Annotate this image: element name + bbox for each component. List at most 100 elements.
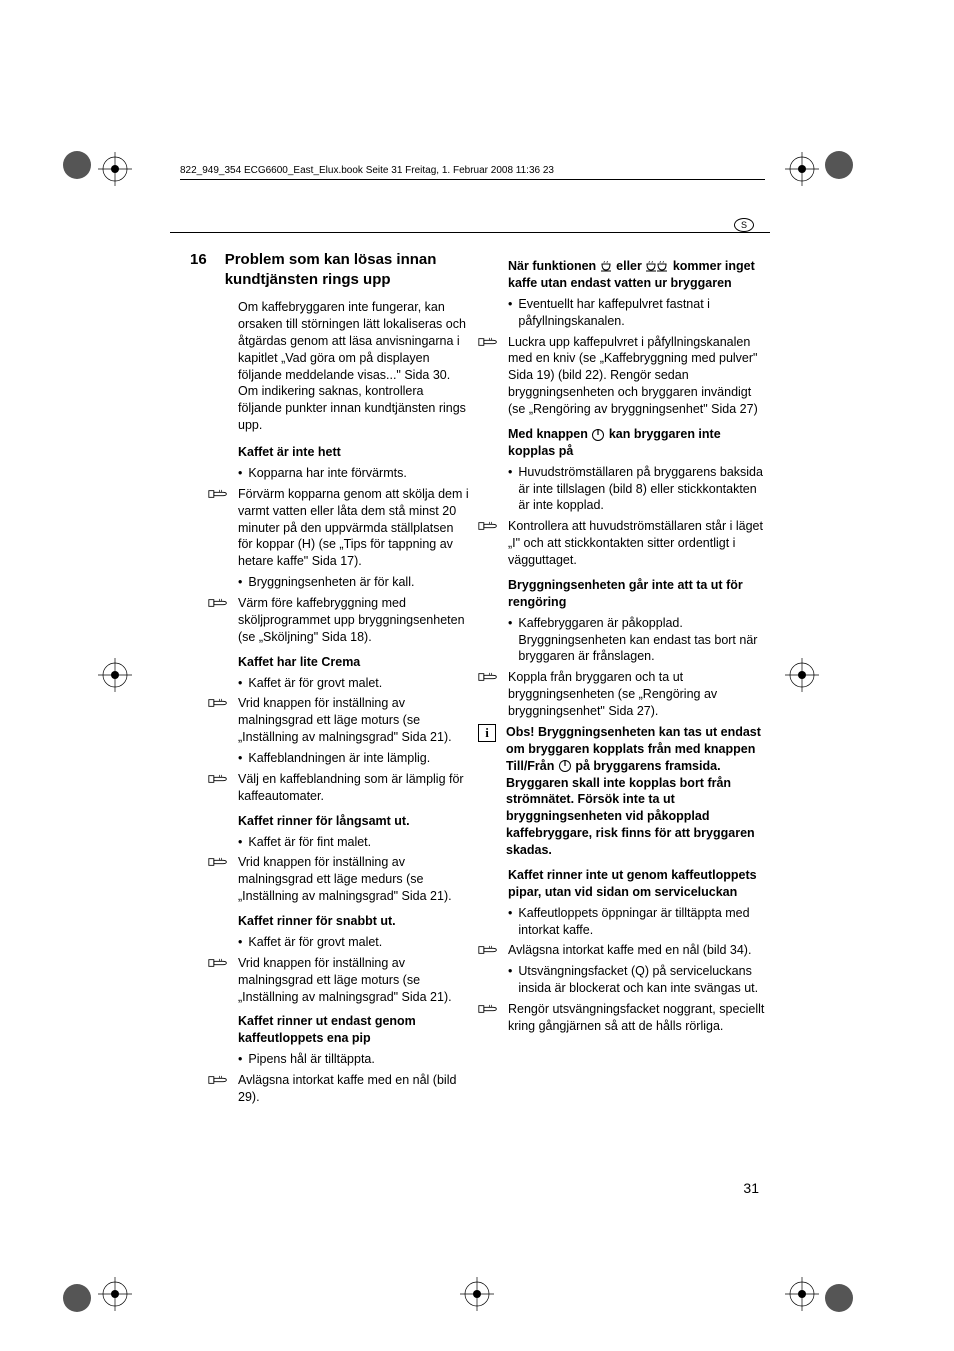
bullet-marker: • xyxy=(238,750,242,767)
bullet-text: Kaffeutloppets öppningar är tilltäppta m… xyxy=(518,905,770,939)
page-rule xyxy=(170,232,770,233)
bullet-item: • Kaffet är för grovt malet. xyxy=(238,934,470,951)
bullet-marker: • xyxy=(508,905,512,939)
regmark-br-solid xyxy=(822,1281,856,1315)
power-icon xyxy=(558,759,572,773)
pointing-hand-icon xyxy=(478,520,498,532)
subheading: Med knappen kan bryggaren inte kopplas p… xyxy=(508,426,770,460)
regmark-ml xyxy=(98,658,132,692)
bullet-text: Kaffet är för fint malet. xyxy=(248,834,371,851)
instruction-text: Välj en kaffeblandning som är lämplig fö… xyxy=(238,771,470,805)
bullet-item: •Kaffeutloppets öppningar är tilltäppta … xyxy=(508,905,770,939)
bullet-item: •Huvudströmställaren på bryggarens baksi… xyxy=(508,464,770,515)
cup-icon xyxy=(600,261,613,273)
instruction-item: Förvärm kopparna genom att skölja dem i … xyxy=(208,486,470,570)
column-right: När funktionen eller kommer inget kaffe … xyxy=(490,250,770,1110)
instruction-text: Luckra upp kaffepulvret i påfyllningskan… xyxy=(508,334,770,418)
regmark-mr xyxy=(785,658,819,692)
regmark-tl xyxy=(98,152,132,186)
bullet-text: Kaffeblandningen är inte lämplig. xyxy=(248,750,430,767)
page-number: 31 xyxy=(743,1180,759,1196)
bullet-item: •Kaffet är för grovt malet. xyxy=(238,675,470,692)
bullet-marker: • xyxy=(238,934,242,951)
bullet-marker: • xyxy=(238,834,242,851)
instruction-item: Rengör utsvängningsfacket noggrant, spec… xyxy=(478,1001,770,1035)
subheading: Kaffet rinner ut endast genom kaffeutlop… xyxy=(238,1013,470,1047)
pointing-hand-icon xyxy=(208,488,228,500)
subheading: Kaffet rinner för snabbt ut. xyxy=(238,913,470,930)
subheading: Kaffet rinner för långsamt ut. xyxy=(238,813,470,830)
instruction-text: Vrid knappen för inställning av malnings… xyxy=(238,955,470,1006)
bullet-marker: • xyxy=(238,465,242,482)
bullet-text: Bryggningsenheten är för kall. xyxy=(248,574,414,591)
bullet-text: Huvudströmställaren på bryggarens baksid… xyxy=(518,464,770,515)
bullet-text: Utsvängningsfacket (Q) på serviceluckans… xyxy=(518,963,770,997)
instruction-item: Avlägsna intorkat kaffe med en nål (bild… xyxy=(208,1072,470,1106)
instruction-item: Välj en kaffeblandning som är lämplig fö… xyxy=(208,771,470,805)
pointing-hand-icon xyxy=(478,671,498,683)
pointing-hand-icon xyxy=(208,1074,228,1086)
language-badge: S xyxy=(734,218,754,232)
info-text: Obs! Bryggningsenheten kan tas ut endast… xyxy=(506,724,770,859)
pointing-hand-icon xyxy=(478,944,498,956)
info-note: i Obs! Bryggningsenheten kan tas ut endas… xyxy=(478,724,770,859)
section-number: 16 xyxy=(190,250,207,289)
regmark-bl xyxy=(98,1277,132,1311)
instruction-text: Vrid knappen för inställning av malnings… xyxy=(238,854,470,905)
section-heading: 16 Problem som kan lösas innan kundtjäns… xyxy=(190,250,470,289)
bullet-item: • Bryggningsenheten är för kall. xyxy=(238,574,470,591)
regmark-bl-solid xyxy=(60,1281,94,1315)
bullet-text: Kaffet är för grovt malet. xyxy=(248,934,382,951)
instruction-text: Koppla från bryggaren och ta ut bryggnin… xyxy=(508,669,770,720)
bullet-marker: • xyxy=(238,1051,242,1068)
instruction-text: Avlägsna intorkat kaffe med en nål (bild… xyxy=(508,942,751,959)
bullet-item: • Pipens hål är tilltäppta. xyxy=(238,1051,470,1068)
pointing-hand-icon xyxy=(208,773,228,785)
instruction-item: Koppla från bryggaren och ta ut bryggnin… xyxy=(478,669,770,720)
regmark-tr-solid xyxy=(822,148,856,182)
power-icon xyxy=(591,428,605,442)
bullet-marker: • xyxy=(508,615,512,666)
section-title: Problem som kan lösas innan kundtjänsten… xyxy=(225,250,470,289)
cup-icon xyxy=(645,261,669,273)
bullet-item: • Kopparna har inte förvärmts. xyxy=(238,465,470,482)
subheading: Kaffet har lite Crema xyxy=(238,654,470,671)
column-left: 16 Problem som kan lösas innan kundtjäns… xyxy=(190,250,470,1110)
instruction-item: Vrid knappen för inställning av malnings… xyxy=(208,854,470,905)
instruction-item: Kontrollera att huvudströmställaren står… xyxy=(478,518,770,569)
instruction-text: Rengör utsvängningsfacket noggrant, spec… xyxy=(508,1001,770,1035)
bullet-item: • Kaffeblandningen är inte lämplig. xyxy=(238,750,470,767)
subheading: Kaffet rinner inte ut genom kaffeutloppe… xyxy=(508,867,770,901)
pointing-hand-icon xyxy=(208,957,228,969)
regmark-br xyxy=(785,1277,819,1311)
bullet-item: •Kaffebryggaren är påkopplad. Bryggnings… xyxy=(508,615,770,666)
instruction-text: Avlägsna intorkat kaffe med en nål (bild… xyxy=(238,1072,470,1106)
instruction-text: Förvärm kopparna genom att skölja dem i … xyxy=(238,486,470,570)
instruction-item: Luckra upp kaffepulvret i påfyllningskan… xyxy=(478,334,770,418)
bullet-item: •Eventuellt har kaffepulvret fastnat i p… xyxy=(508,296,770,330)
info-icon: i xyxy=(478,724,496,742)
pointing-hand-icon xyxy=(208,597,228,609)
bullet-text: Eventuellt har kaffepulvret fastnat i på… xyxy=(518,296,770,330)
regmark-tl-solid xyxy=(60,148,94,182)
instruction-item: Vrid knappen för inställning av malnings… xyxy=(208,695,470,746)
bullet-text: Pipens hål är tilltäppta. xyxy=(248,1051,374,1068)
regmark-bm xyxy=(460,1277,494,1311)
bullet-marker: • xyxy=(508,963,512,997)
subheading: Kaffet är inte hett xyxy=(238,444,470,461)
instruction-text: Vrid knappen för inställning av malnings… xyxy=(238,695,470,746)
bullet-item: •Utsvängningsfacket (Q) på serviceluckan… xyxy=(508,963,770,997)
subheading: När funktionen eller kommer inget kaffe … xyxy=(508,258,770,292)
bullet-marker: • xyxy=(238,574,242,591)
pointing-hand-icon xyxy=(208,697,228,709)
instruction-item: Värm före kaffebryggning med sköljprogra… xyxy=(208,595,470,646)
instruction-text: Kontrollera att huvudströmställaren står… xyxy=(508,518,770,569)
bullet-marker: • xyxy=(508,464,512,515)
pointing-hand-icon xyxy=(208,856,228,868)
bullet-text: Kaffet är för grovt malet. xyxy=(248,675,382,692)
intro-paragraph: Om kaffebryggaren inte fungerar, kan ors… xyxy=(238,299,470,434)
bullet-text: Kopparna har inte förvärmts. xyxy=(248,465,406,482)
pointing-hand-icon xyxy=(478,336,498,348)
pointing-hand-icon xyxy=(478,1003,498,1015)
bullet-marker: • xyxy=(508,296,512,330)
